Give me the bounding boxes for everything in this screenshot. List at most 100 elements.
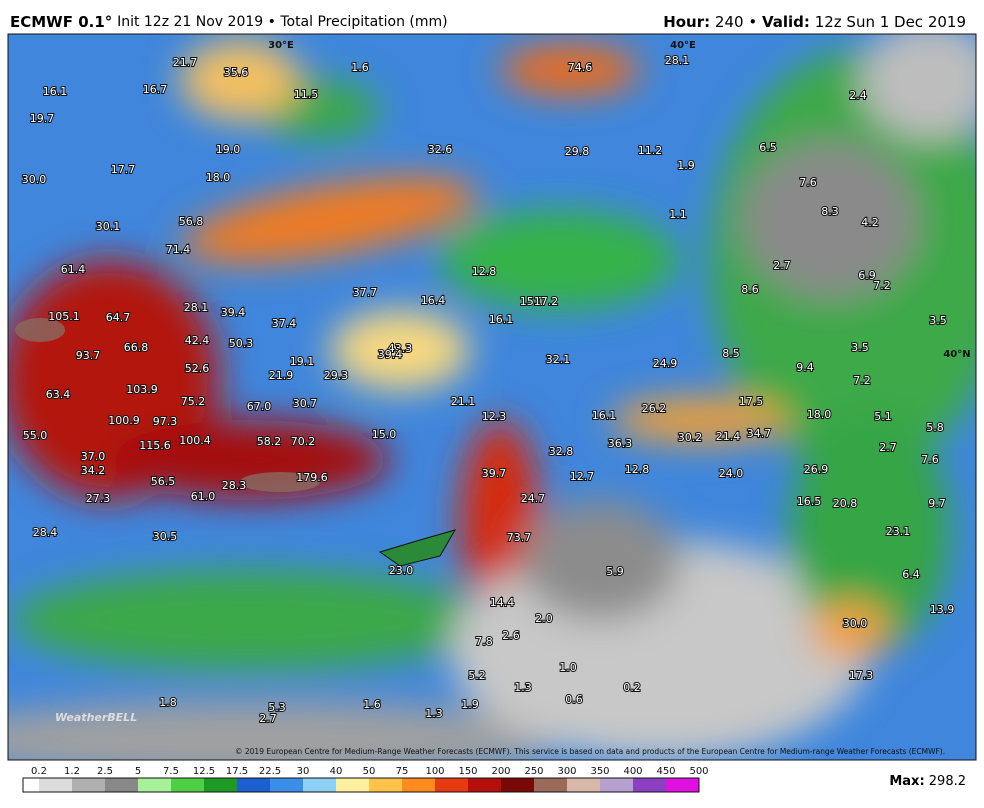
map-value: 50.3 — [229, 337, 254, 350]
legend-label: 7.5 — [163, 766, 179, 777]
map-value: 39.7 — [482, 467, 507, 480]
map-value: 28.1 — [184, 301, 209, 314]
map-value: 2.7 — [259, 712, 277, 725]
map-value: 75.2 — [181, 395, 206, 408]
map-value: 32.8 — [549, 445, 574, 458]
map-value: 8.3 — [821, 205, 839, 218]
legend-swatch — [666, 778, 699, 792]
legend-border — [22, 777, 700, 793]
map-value: 17.3 — [849, 669, 874, 682]
map-value: 1.9 — [461, 698, 479, 711]
map-value: 7.6 — [799, 176, 817, 189]
legend-label: 150 — [458, 766, 477, 777]
max: Max: 298.2 — [889, 774, 966, 789]
legend-label: 2.5 — [97, 766, 113, 777]
separator: • — [748, 13, 757, 31]
map-value: 12.3 — [482, 410, 507, 423]
map-value: 16.4 — [421, 294, 446, 307]
map-value: 23.1 — [886, 525, 911, 538]
legend-label: 30 — [297, 766, 310, 777]
legend-label: 450 — [656, 766, 675, 777]
map-value: 7.6 — [921, 453, 939, 466]
map-value: 7.2 — [853, 374, 871, 387]
map-value: 105.1 — [48, 310, 80, 323]
map-value: 30.1 — [96, 220, 121, 233]
map-value: 28.3 — [222, 479, 247, 492]
map-value: 24.9 — [653, 357, 678, 370]
map-value: 52.6 — [185, 362, 210, 375]
legend-label: 17.5 — [226, 766, 248, 777]
legend-label: 0.2 — [31, 766, 47, 777]
header-right: Hour: 240 • Valid: 12z Sun 1 Dec 2019 — [663, 13, 966, 31]
header-left: ECMWF 0.1° Init 12z 21 Nov 2019 • Total … — [10, 13, 448, 31]
map-value: 11.2 — [638, 144, 663, 157]
map-value: 29.8 — [565, 145, 590, 158]
map-value: 15.1 — [520, 295, 545, 308]
map-value: 36.3 — [608, 437, 633, 450]
map-value: 16.7 — [143, 83, 168, 96]
map-value: 6.5 — [759, 141, 777, 154]
map-value: 5.9 — [606, 565, 624, 578]
map-value: 2.6 — [502, 629, 520, 642]
map-value: 37.4 — [272, 317, 297, 330]
map-value: 67.0 — [247, 400, 272, 413]
map-value: 55.0 — [23, 429, 48, 442]
legend-label: 400 — [623, 766, 642, 777]
legend-label: 40 — [330, 766, 343, 777]
legend-swatch — [534, 778, 567, 792]
map-value: 4.2 — [861, 216, 879, 229]
legend-label: 5 — [135, 766, 141, 777]
map-value: 115.6 — [139, 439, 171, 452]
map-value: 6.9 — [858, 269, 876, 282]
legend-label: 500 — [689, 766, 708, 777]
max-label: Max: — [889, 774, 924, 789]
map-value: 30.0 — [843, 617, 868, 630]
map-value: 15.0 — [372, 428, 397, 441]
run: Init 12z 21 Nov 2019 • Total Precipitati… — [117, 14, 448, 30]
map-value: 93.7 — [76, 349, 101, 362]
map-value: 43.3 — [388, 342, 413, 355]
map-value: 24.7 — [521, 492, 546, 505]
map-value: 20.8 — [833, 497, 858, 510]
map-value: 13.9 — [930, 603, 955, 616]
map-value: 56.8 — [179, 215, 204, 228]
map — [8, 34, 976, 760]
map-value: 100.9 — [108, 414, 140, 427]
map-value: 28.1 — [665, 54, 690, 67]
map-value: 9.4 — [796, 361, 814, 374]
map-value: 30.2 — [678, 431, 703, 444]
map-value: 16.1 — [43, 85, 68, 98]
legend-swatch — [237, 778, 270, 792]
map-value: 37.7 — [353, 286, 378, 299]
legend-label: 350 — [590, 766, 609, 777]
map-value: 1.6 — [351, 61, 369, 74]
map-value: 1.6 — [363, 698, 381, 711]
map-value: 0.2 — [623, 681, 641, 694]
legend-label: 50 — [363, 766, 376, 777]
map-value: 1.9 — [677, 159, 695, 172]
map-value: 23.0 — [389, 564, 414, 577]
map-value: 32.6 — [428, 143, 453, 156]
map-value: 179.6 — [296, 471, 328, 484]
map-value: 19.7 — [30, 112, 55, 125]
legend-label: 250 — [524, 766, 543, 777]
legend-swatch — [72, 778, 105, 792]
map-value: 16.5 — [797, 495, 822, 508]
legend-label: 100 — [425, 766, 444, 777]
map-value: 16.1 — [489, 313, 514, 326]
map-value: 27.3 — [86, 492, 111, 505]
map-value: 61.0 — [191, 490, 216, 503]
legend-swatch — [303, 778, 336, 792]
map-value: 5.1 — [874, 410, 892, 423]
map-value: 1.3 — [514, 681, 532, 694]
map-value: 30.5 — [153, 530, 178, 543]
map-value: 21.7 — [173, 56, 198, 69]
legend-swatch — [204, 778, 237, 792]
map-value: 8.5 — [722, 347, 740, 360]
legend-swatch — [23, 778, 39, 792]
map-value: 74.6 — [568, 61, 593, 74]
map-value: 100.4 — [179, 434, 211, 447]
legend-label: 12.5 — [193, 766, 215, 777]
grid-label: 40°E — [670, 40, 696, 51]
